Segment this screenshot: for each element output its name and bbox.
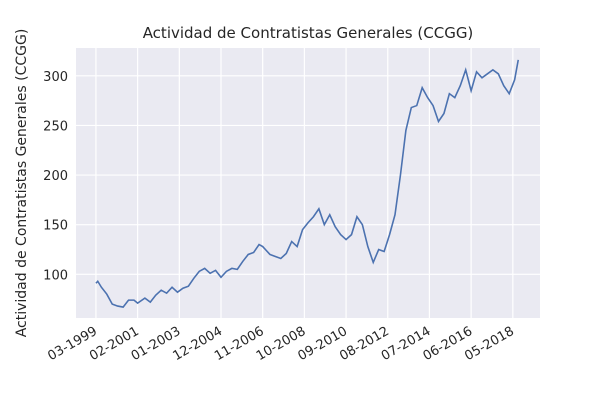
y-axis-label: Actividad de Contratistas Generales (CCG… [14,29,30,338]
y-tick-label: 250 [43,119,68,134]
y-tick-label: 150 [43,219,68,234]
y-tick-label: 100 [43,268,68,283]
y-tick-label: 300 [43,70,68,85]
chart-title: Actividad de Contratistas Generales (CCG… [143,24,474,42]
plot-area [76,48,540,318]
y-tick-label: 200 [43,169,68,184]
data-line [95,59,520,308]
